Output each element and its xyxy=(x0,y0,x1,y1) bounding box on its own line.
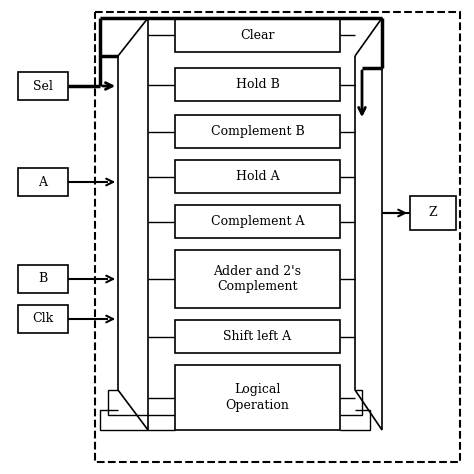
Bar xyxy=(175,320,340,353)
Bar xyxy=(410,196,456,230)
Bar xyxy=(175,18,340,52)
Bar xyxy=(175,205,340,238)
Bar xyxy=(18,72,68,100)
Text: Sel: Sel xyxy=(33,80,53,92)
Text: Clear: Clear xyxy=(240,28,275,42)
Text: B: B xyxy=(38,273,47,285)
Bar xyxy=(175,160,340,193)
Text: Complement B: Complement B xyxy=(210,125,304,138)
Text: A: A xyxy=(38,175,47,189)
Text: Complement A: Complement A xyxy=(211,215,304,228)
Bar xyxy=(18,168,68,196)
Text: Logical
Operation: Logical Operation xyxy=(226,383,290,411)
Bar xyxy=(95,12,460,462)
Text: Z: Z xyxy=(428,207,438,219)
Text: Clk: Clk xyxy=(32,312,54,326)
Bar xyxy=(18,265,68,293)
Text: Shift left A: Shift left A xyxy=(223,330,292,343)
Bar xyxy=(18,305,68,333)
Text: Hold B: Hold B xyxy=(236,78,280,91)
Bar xyxy=(175,115,340,148)
Bar xyxy=(175,68,340,101)
Bar xyxy=(175,365,340,430)
Bar xyxy=(175,250,340,308)
Text: Hold A: Hold A xyxy=(236,170,279,183)
Text: Adder and 2's
Complement: Adder and 2's Complement xyxy=(213,265,301,293)
